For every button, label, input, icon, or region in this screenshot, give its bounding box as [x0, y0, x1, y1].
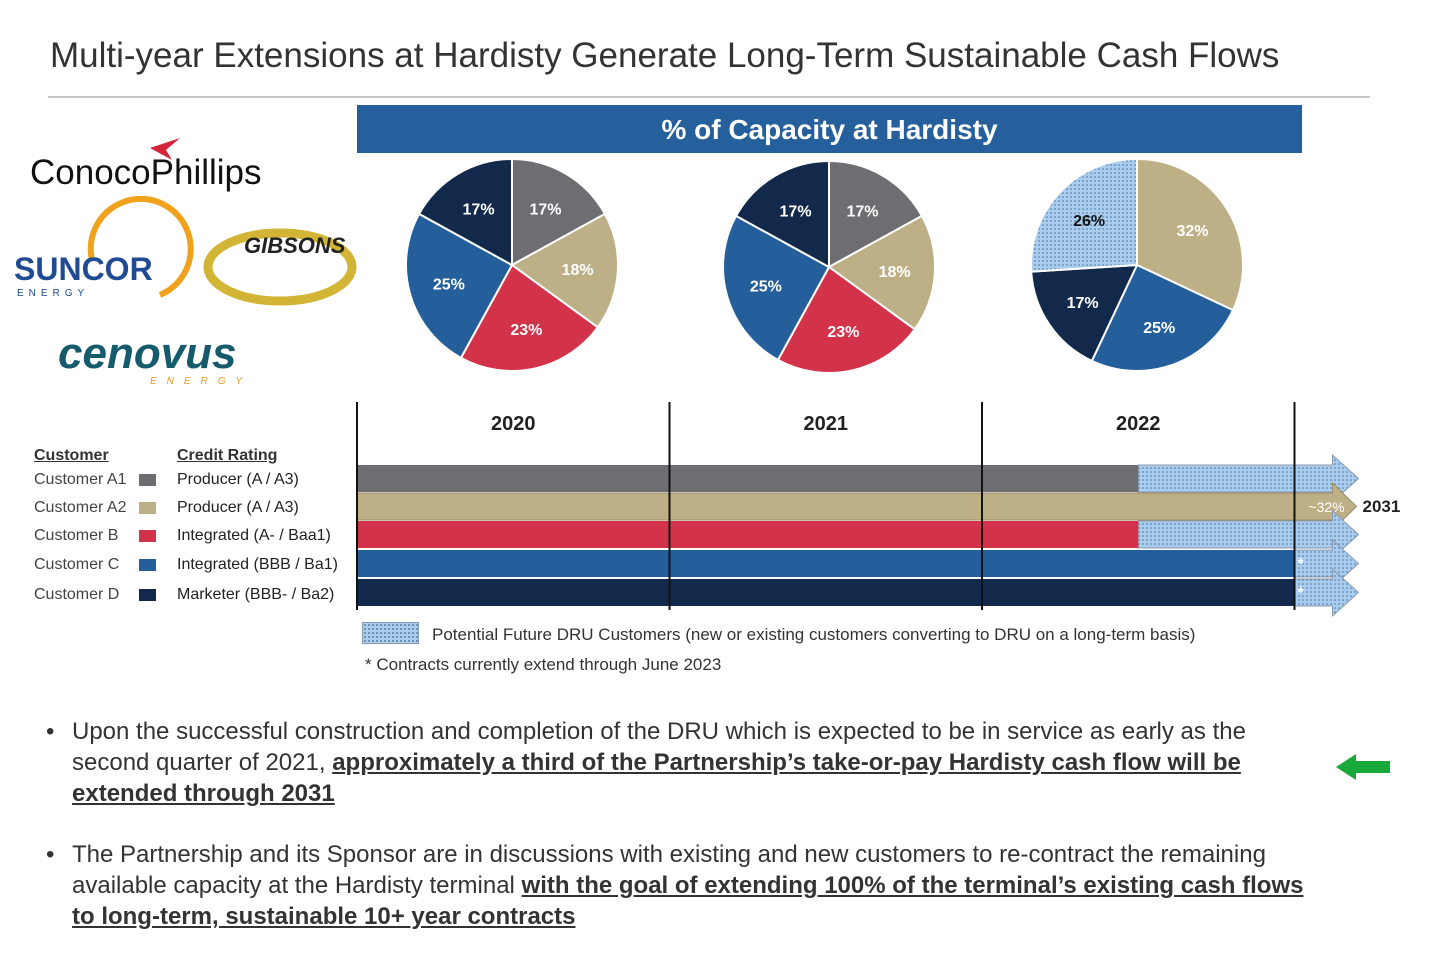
- pie-slice-label: 17%: [463, 201, 495, 218]
- legend-customer-a2: Customer A2: [34, 499, 127, 516]
- pie-slice-label: 18%: [879, 264, 911, 281]
- bullet-emphasis: to long-term, sustainable 10+ year contr…: [72, 903, 576, 930]
- pie-slice-customer_a1: [828, 159, 924, 269]
- title-divider: [48, 96, 1370, 98]
- pie-slice-label: 25%: [1143, 320, 1175, 337]
- year-label-2022: 2022: [1116, 413, 1161, 435]
- legend-swatch-customer-b: [139, 530, 156, 542]
- legend-rating-customer-a1: Producer (A / A3): [177, 471, 299, 488]
- suncor-logo: SUNCOR ENERGY: [14, 195, 194, 299]
- bullet-lead-text: second quarter of 2021,: [72, 749, 333, 776]
- pie-slice-customer_a2: [510, 212, 619, 329]
- dru-extension-bar: [1137, 509, 1360, 560]
- pie-slice-label: 25%: [750, 278, 782, 295]
- contract-timeline-chart: 2020 2021 2022 2031 ~32% * *: [356, 402, 1401, 618]
- pie-slice-customer_d: [1030, 263, 1139, 363]
- suncor-sun-icon: [87, 195, 194, 298]
- pie-slice-customer_c: [405, 212, 514, 360]
- legend-customer-b: Customer B: [34, 527, 119, 544]
- bar-marker-label: ~32%: [1308, 499, 1344, 515]
- pie-slice-label: 25%: [433, 276, 465, 293]
- pie-slice-customer_c: [722, 214, 831, 362]
- customer-column-header: Customer: [34, 447, 109, 464]
- pie-slice-label: 23%: [510, 322, 542, 339]
- legend-swatch-customer-c: [139, 559, 156, 571]
- legend-customer-d: Customer D: [34, 586, 120, 603]
- contract-bar-customer_b: [357, 521, 1139, 548]
- pie-chart-2021: 17% 18% 23% 25% 17%: [722, 159, 936, 374]
- chart-banner: % of Capacity at Hardisty: [357, 105, 1302, 153]
- conocophillips-wordmark: ConocoPhillips: [30, 153, 262, 192]
- dru-extension-bar: [1137, 453, 1360, 504]
- bullet-dru-extension: • Upon the successful construction and c…: [46, 716, 1397, 809]
- bullet-recontract: • The Partnership and its Sponsor are in…: [46, 839, 1397, 932]
- bar-marker-label: *: [1297, 585, 1304, 602]
- pie-slice-customer_c: [1090, 263, 1235, 372]
- bullet-emphasis: with the goal of extending 100% of the t…: [521, 872, 1304, 899]
- pie-slice-label: 23%: [827, 324, 859, 341]
- contract-bar-customer_d: [357, 579, 1295, 606]
- pie-slice-label: 32%: [1176, 223, 1208, 240]
- green-arrow-icon: [1336, 754, 1390, 780]
- pie-slice-label: 17%: [846, 203, 878, 220]
- legend-customer-a1: Customer A1: [34, 471, 127, 488]
- bullet-symbol: •: [46, 841, 55, 868]
- legend-swatch-customer-a1: [139, 474, 156, 486]
- cenovus-wordmark: cenovus: [58, 329, 237, 378]
- dru-legend-swatch: [362, 622, 419, 644]
- year-label-2021: 2021: [804, 413, 849, 435]
- bar-marker-label: *: [1297, 556, 1304, 573]
- gibsons-logo: GIBSONS: [203, 228, 357, 306]
- legend-swatch-customer-a2: [139, 502, 156, 514]
- credit-rating-column-header: Credit Rating: [177, 447, 278, 464]
- bullet-line: Upon the successful construction and com…: [72, 718, 1246, 745]
- customer-logos: ConocoPhillips SUNCOR ENERGY GIBSONS cen…: [14, 138, 357, 387]
- pie-slice-label: 17%: [1067, 295, 1099, 312]
- pie-slice-customer_d: [734, 159, 830, 269]
- pie-slice-customer_d: [417, 157, 513, 267]
- pie-chart-2020: 17% 18% 23% 25% 17%: [405, 157, 619, 372]
- legend-swatch-customer-d: [139, 589, 156, 601]
- suncor-wordmark: SUNCOR: [14, 251, 153, 287]
- legend-rating-customer-b: Integrated (A- / Baa1): [177, 527, 331, 544]
- pie-slice-label: 18%: [562, 262, 594, 279]
- legend-rating-customer-c: Integrated (BBB / Ba1): [177, 556, 338, 573]
- dru-legend-label: Potential Future DRU Customers (new or e…: [432, 625, 1196, 644]
- bullet-lead-text: available capacity at the Hardisty termi…: [72, 872, 522, 899]
- pie-slice-customer_b: [459, 263, 600, 372]
- gibsons-ring-icon: [203, 228, 357, 306]
- conocophillips-logo: ConocoPhillips: [30, 138, 262, 192]
- pie-slice-customer_a2: [827, 214, 936, 331]
- bullet-symbol: •: [46, 718, 55, 745]
- pie-slice-customer_a2: [1136, 157, 1244, 312]
- pie-slice-label: 26%: [1073, 213, 1105, 230]
- dru-extension-bar: [1294, 538, 1360, 589]
- contract-footnote: * Contracts currently extend through Jun…: [365, 655, 722, 674]
- pie-slice-label: 17%: [529, 201, 561, 218]
- extension-year-label: 2031: [1363, 497, 1401, 516]
- bullet-emphasis: approximately a third of the Partnership…: [332, 749, 1241, 776]
- cenovus-subtitle: ENERGY: [150, 376, 252, 387]
- conocophillips-swoosh-icon: [150, 138, 180, 160]
- pie-slice-label: 17%: [780, 203, 812, 220]
- suncor-subtitle: ENERGY: [17, 288, 89, 299]
- contract-bar-customer_c: [357, 550, 1295, 577]
- page-title: Multi-year Extensions at Hardisty Genera…: [50, 36, 1280, 75]
- legend-rating-customer-a2: Producer (A / A3): [177, 499, 299, 516]
- capacity-pie-charts: 17% 18% 23% 25% 17% 17% 18% 23% 25% 17% 32% 25% 17% 2…: [405, 157, 1244, 374]
- dru-extension-bar: [1294, 567, 1360, 618]
- contract-bar-customer_a2: [356, 481, 1358, 532]
- bullet-line: The Partnership and its Sponsor are in d…: [72, 841, 1266, 868]
- legend-rating-customer-d: Marketer (BBB- / Ba2): [177, 586, 335, 603]
- legend-customer-c: Customer C: [34, 556, 120, 573]
- pie-slice-customer_b: [776, 265, 917, 374]
- year-label-2020: 2020: [491, 413, 536, 435]
- pie-slice-customer_a1: [511, 157, 607, 267]
- cenovus-logo: cenovus ENERGY: [58, 329, 252, 387]
- bullet-emphasis: extended through 2031: [72, 780, 335, 807]
- pie-chart-2022: 32% 25% 17% 26%: [1030, 157, 1244, 372]
- contract-bar-customer_a1: [357, 465, 1139, 492]
- gibsons-wordmark: GIBSONS: [244, 233, 346, 258]
- pie-slice-dru: [1030, 157, 1138, 273]
